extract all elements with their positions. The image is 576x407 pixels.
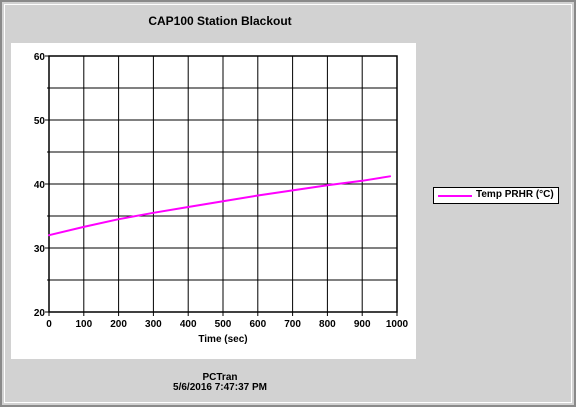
plot-panel (11, 43, 416, 359)
x-tick-label: 900 (354, 319, 371, 330)
legend-label-temp-prhr: Temp PRHR (°C) (476, 189, 554, 200)
x-tick-label: 300 (145, 319, 162, 330)
footer-timestamp: 5/6/2016 7:47:37 PM (173, 382, 267, 393)
chart-title: CAP100 Station Blackout (148, 14, 292, 28)
y-tick-label: 30 (34, 244, 46, 255)
y-tick-label: 40 (34, 180, 46, 191)
y-tick-label: 20 (34, 308, 46, 319)
x-tick-label: 500 (215, 319, 232, 330)
x-tick-label: 600 (249, 319, 266, 330)
frame-inner-bevel (4, 4, 572, 403)
y-tick-label: 50 (34, 116, 46, 127)
footer-program-name: PCTran (202, 372, 238, 383)
x-tick-label: 800 (319, 319, 336, 330)
x-tick-label: 400 (180, 319, 197, 330)
x-tick-label: 0 (46, 319, 52, 330)
y-tick-label: 60 (34, 52, 46, 63)
legend: Temp PRHR (°C) (433, 187, 559, 204)
x-axis-label: Time (sec) (198, 334, 247, 345)
legend-swatch (438, 195, 472, 197)
series-line-temp-prhr (48, 175, 392, 237)
x-tick-label: 200 (110, 319, 127, 330)
x-tick-label: 1000 (386, 319, 409, 330)
x-tick-label: 100 (75, 319, 92, 330)
x-tick-label: 700 (284, 319, 301, 330)
